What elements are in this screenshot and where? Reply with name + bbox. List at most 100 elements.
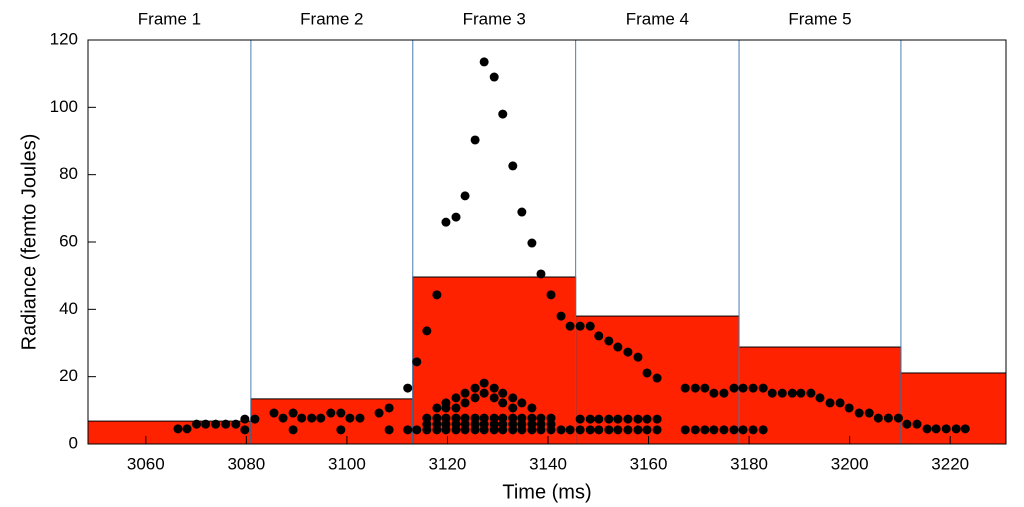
data-point — [796, 388, 806, 398]
data-point — [211, 419, 221, 429]
data-point — [470, 383, 480, 393]
data-point — [173, 424, 183, 434]
data-point — [556, 311, 566, 321]
data-point — [479, 57, 489, 67]
data-point — [633, 352, 643, 362]
x-tick-label: 3160 — [630, 454, 668, 473]
data-point — [613, 414, 623, 424]
frame-label: Frame 1 — [138, 9, 201, 28]
data-point — [585, 321, 595, 331]
data-point — [451, 403, 461, 413]
data-point — [748, 425, 758, 435]
data-point — [336, 408, 346, 418]
data-point — [460, 413, 470, 423]
data-point — [738, 383, 748, 393]
data-point — [902, 419, 912, 429]
data-point — [806, 388, 816, 398]
data-point — [307, 413, 317, 423]
data-point — [441, 403, 451, 413]
data-point — [690, 425, 700, 435]
frame-label: Frame 5 — [788, 9, 851, 28]
data-point — [883, 413, 893, 423]
data-point — [738, 425, 748, 435]
data-point — [451, 212, 461, 222]
data-point — [575, 425, 585, 435]
data-point — [941, 424, 951, 434]
data-point — [374, 408, 384, 418]
data-point — [508, 393, 518, 403]
y-tick-label: 20 — [59, 366, 78, 385]
data-point — [269, 408, 279, 418]
data-point — [729, 425, 739, 435]
x-tick-label: 3200 — [831, 454, 869, 473]
data-point — [536, 269, 546, 279]
data-point — [432, 413, 442, 423]
data-point — [451, 393, 461, 403]
x-tick-label: 3140 — [529, 454, 567, 473]
data-point — [527, 403, 537, 413]
data-point — [240, 425, 250, 435]
data-point — [565, 321, 575, 331]
data-point — [680, 425, 690, 435]
data-point — [422, 413, 432, 423]
data-point — [652, 414, 662, 424]
data-point — [460, 388, 470, 398]
data-point — [403, 383, 413, 393]
data-point — [182, 424, 192, 434]
data-point — [470, 413, 480, 423]
y-tick-label: 120 — [50, 29, 78, 48]
data-point — [700, 383, 710, 393]
data-point — [787, 388, 797, 398]
data-point — [384, 425, 394, 435]
data-point — [613, 425, 623, 435]
data-point — [556, 425, 566, 435]
data-point — [575, 321, 585, 331]
data-point — [758, 425, 768, 435]
data-point — [326, 408, 336, 418]
data-point — [777, 388, 787, 398]
data-point — [517, 398, 527, 408]
data-point — [479, 413, 489, 423]
x-tick-label: 3080 — [227, 454, 265, 473]
data-point — [250, 414, 260, 424]
data-point — [864, 408, 874, 418]
frame-label: Frame 4 — [626, 9, 689, 28]
data-point — [700, 425, 710, 435]
y-axis-label: Radiance (femto Joules) — [18, 134, 40, 351]
data-point — [748, 383, 758, 393]
x-tick-label: 3100 — [328, 454, 366, 473]
data-point — [221, 419, 231, 429]
data-point — [922, 424, 932, 434]
data-point — [355, 413, 365, 423]
data-point — [642, 425, 652, 435]
data-point — [854, 408, 864, 418]
data-point — [758, 383, 768, 393]
data-point — [815, 393, 825, 403]
data-point — [498, 388, 508, 398]
data-point — [680, 383, 690, 393]
data-point — [633, 414, 643, 424]
data-point — [278, 413, 288, 423]
data-point — [767, 388, 777, 398]
data-point — [546, 413, 556, 423]
data-point — [460, 191, 470, 201]
frame-label: Frame 2 — [300, 9, 363, 28]
data-point — [604, 425, 614, 435]
x-tick-label: 3060 — [127, 454, 165, 473]
x-axis-label: Time (ms) — [502, 481, 591, 503]
data-point — [536, 413, 546, 423]
data-point — [585, 425, 595, 435]
data-point — [623, 414, 633, 424]
data-point — [470, 393, 480, 403]
data-point — [594, 425, 604, 435]
data-point — [345, 413, 355, 423]
bar — [900, 372, 1006, 444]
data-point — [585, 414, 595, 424]
data-point — [336, 425, 346, 435]
data-point — [441, 413, 451, 423]
data-point — [489, 393, 499, 403]
data-point — [729, 383, 739, 393]
data-point — [565, 425, 575, 435]
x-tick-label: 3220 — [931, 454, 969, 473]
data-point — [498, 413, 508, 423]
